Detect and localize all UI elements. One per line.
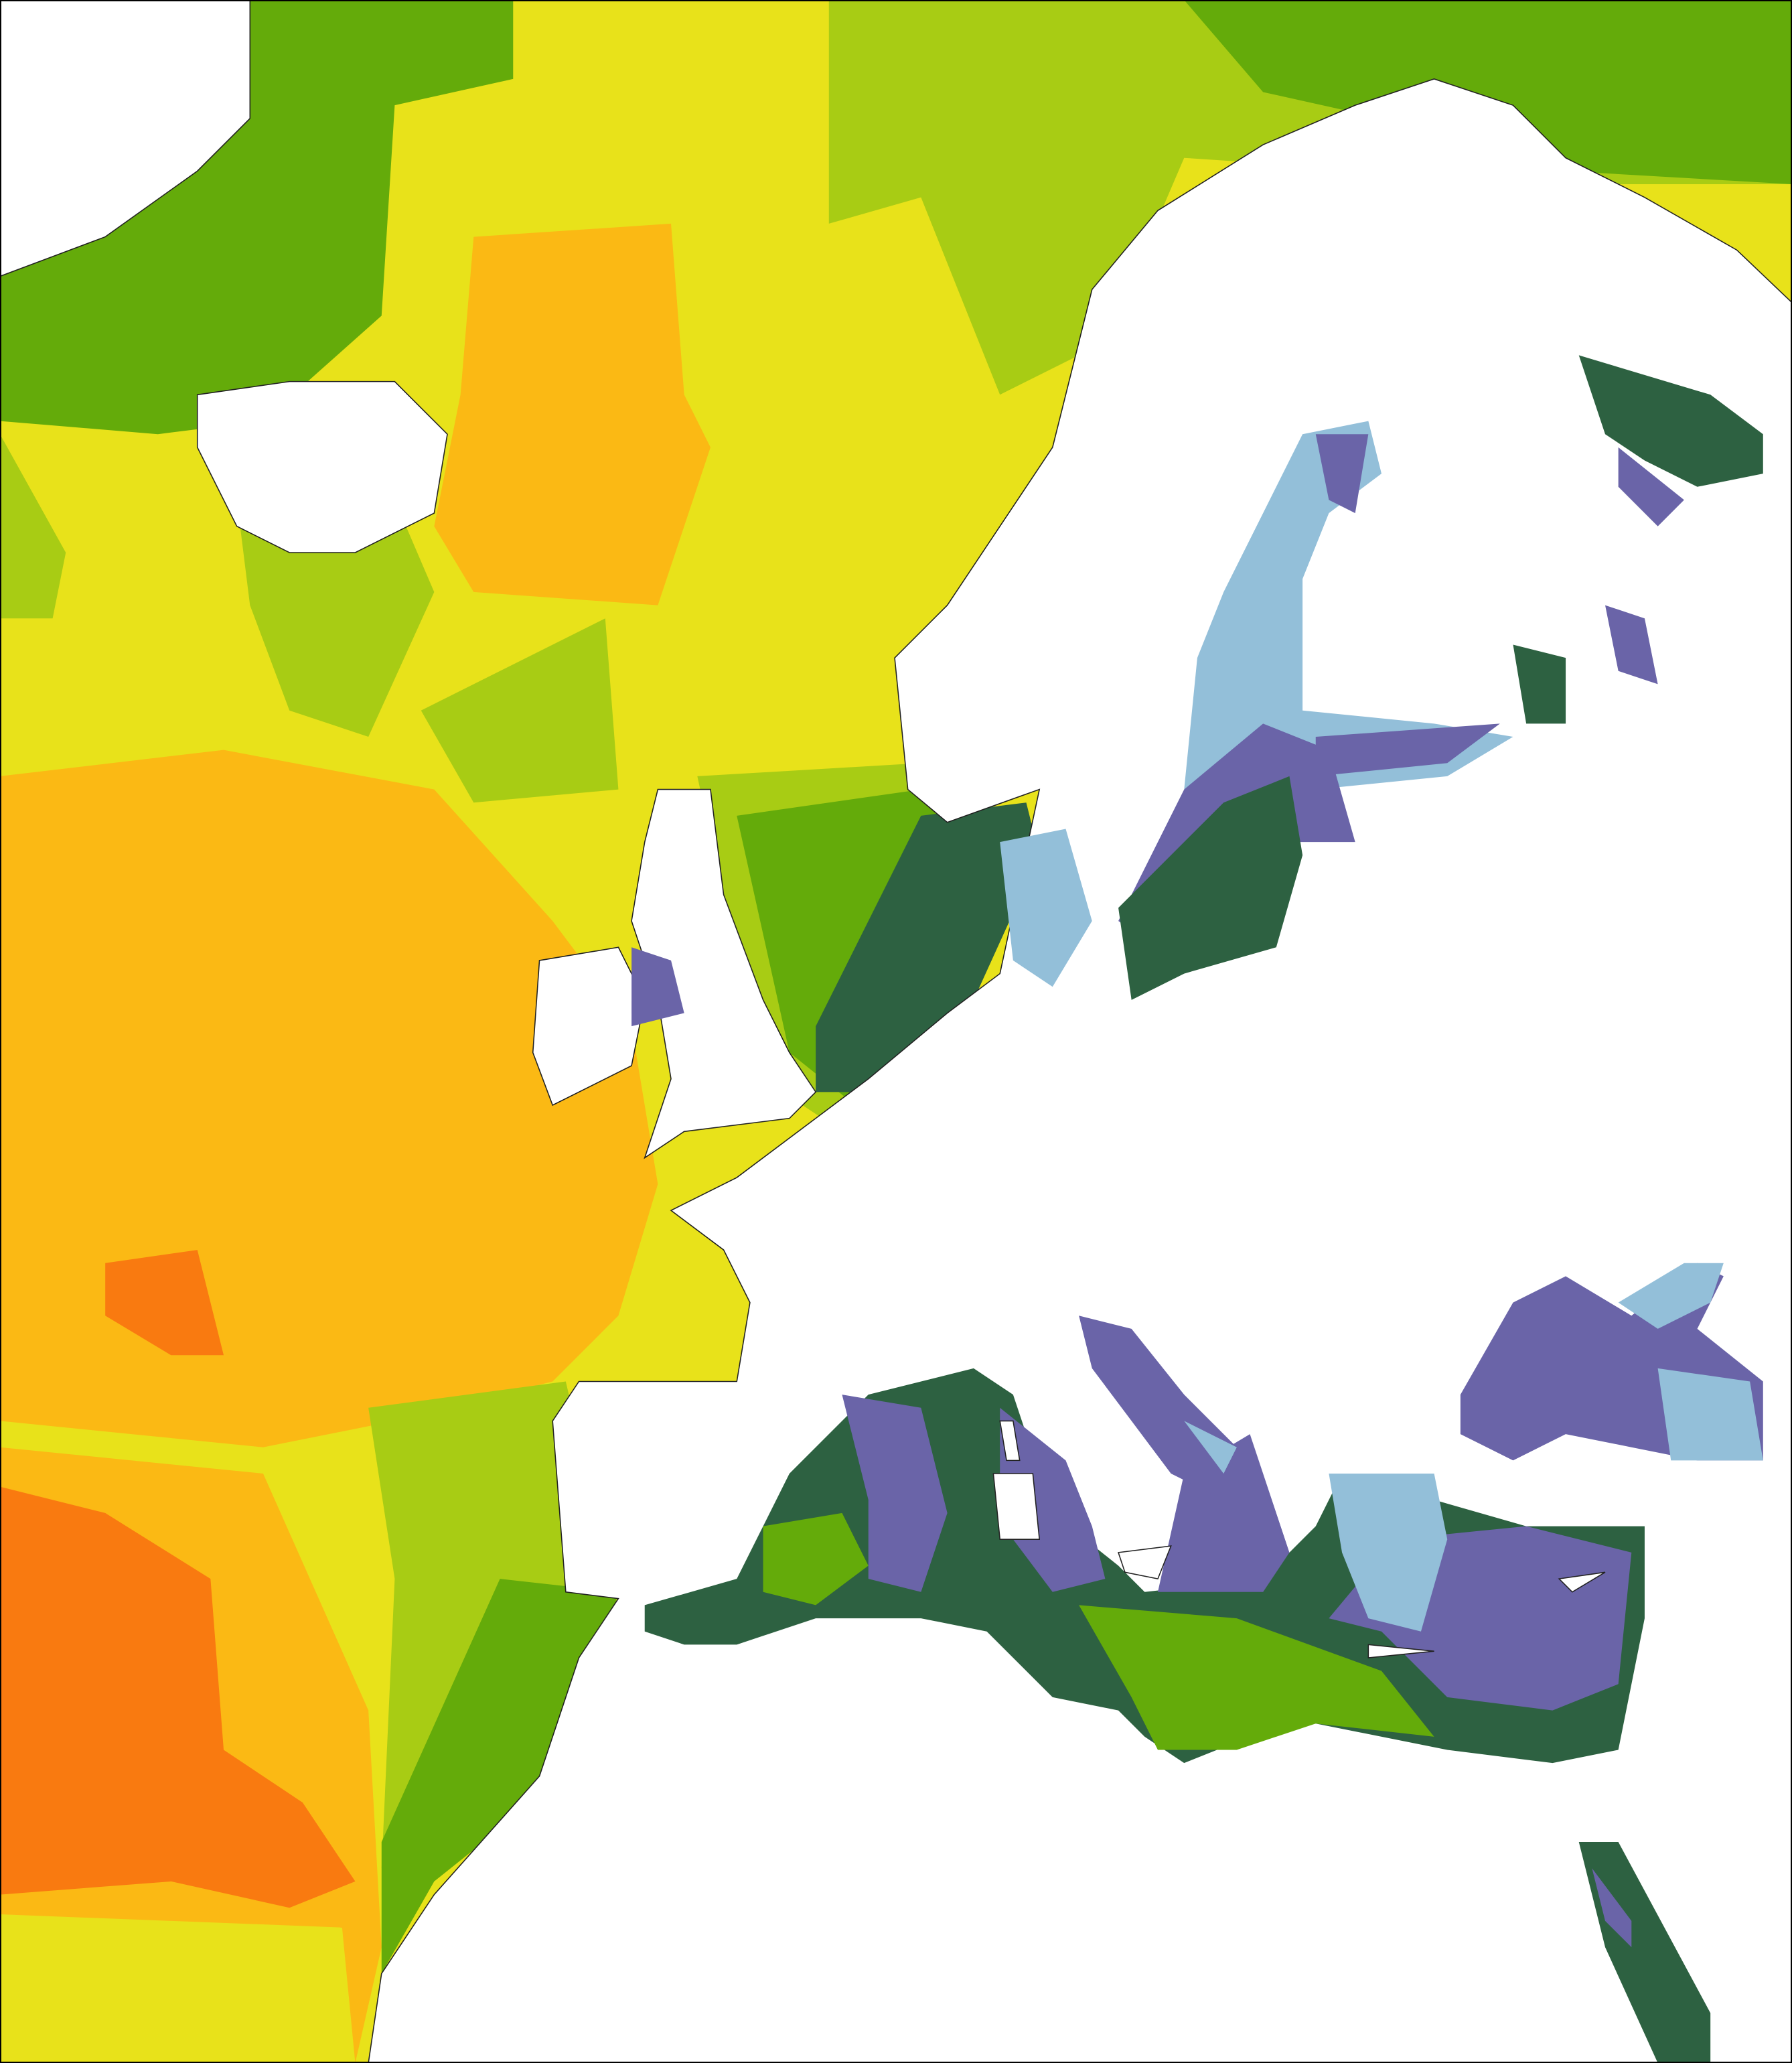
zone	[434, 223, 711, 606]
greenland	[0, 0, 251, 277]
zone	[842, 1395, 948, 1592]
zone	[1315, 434, 1369, 514]
zone	[631, 947, 684, 1027]
zone	[1184, 421, 1513, 816]
crete	[1367, 1644, 1434, 1658]
zone	[381, 1579, 619, 1974]
zone	[1315, 723, 1500, 776]
zone	[236, 500, 435, 737]
great-britain	[631, 788, 817, 1159]
sardinia	[992, 1473, 1041, 1540]
zone	[0, 1486, 356, 1908]
zone	[1079, 1605, 1434, 1750]
zone	[1618, 447, 1684, 526]
zone	[1000, 1407, 1106, 1592]
zone	[763, 1512, 869, 1606]
islands	[992, 1420, 1606, 1658]
zone	[1578, 355, 1763, 487]
zone	[1618, 1263, 1724, 1329]
zone	[1592, 1868, 1632, 1948]
zone	[105, 1250, 224, 1356]
zone	[1079, 1315, 1237, 1500]
iceland	[196, 380, 448, 553]
zone	[1605, 605, 1658, 685]
zone	[0, 434, 66, 619]
zone	[1184, 1421, 1237, 1474]
sicily	[1117, 1545, 1172, 1580]
zone	[1513, 644, 1566, 724]
zone	[1657, 1368, 1763, 1461]
zone	[1329, 1474, 1448, 1632]
zone	[816, 802, 1040, 1092]
zone	[1118, 776, 1303, 1000]
inland-seas	[631, 355, 1763, 2063]
zone	[421, 618, 619, 803]
corsica	[999, 1420, 1021, 1462]
cyprus	[1558, 1571, 1606, 1593]
zone	[0, 1914, 356, 2063]
zone	[1000, 829, 1092, 987]
zone	[1184, 0, 1792, 184]
ireland	[532, 946, 646, 1107]
